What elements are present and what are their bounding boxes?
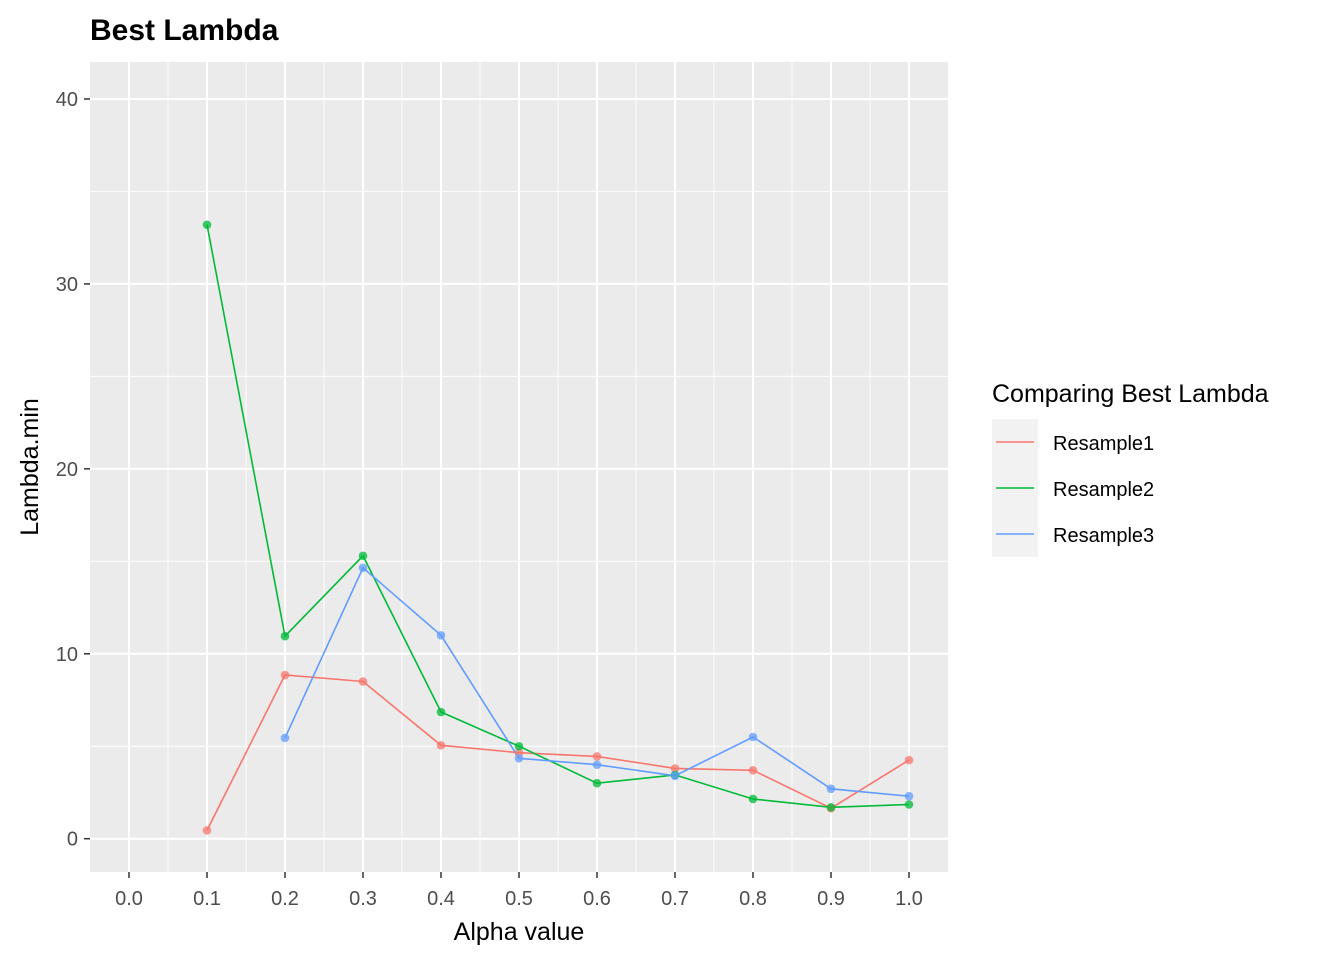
resample3-point [904, 791, 914, 801]
resample2-point [202, 220, 212, 230]
x-tick-label: 0.8 [739, 888, 767, 910]
resample2-line [206, 224, 910, 809]
legend-label-resample3: Resample3 [1053, 525, 1154, 547]
resample3-point [358, 563, 368, 573]
resample1-point [436, 741, 446, 750]
y-tick-label: 30 [56, 274, 78, 296]
resample3-point [436, 630, 446, 640]
x-tick-label: 1.0 [895, 888, 923, 910]
major-gridlines [90, 62, 948, 872]
resample3-point [514, 753, 524, 763]
resample3-point [826, 784, 836, 794]
resample1-line [206, 674, 910, 831]
resample2-point [436, 707, 446, 717]
resample2-point [592, 778, 602, 788]
x-tick-label: 0.7 [661, 888, 689, 910]
resample2-point [826, 802, 836, 812]
y-tick-label: 0 [67, 829, 78, 851]
x-tick-label: 0.4 [427, 888, 455, 910]
y-axis-title: Lambda.min [16, 398, 44, 536]
resample1-point [280, 670, 290, 680]
resample1-point [592, 752, 602, 761]
legend: Comparing Best Lambda Resample1 Resample2… [992, 380, 1269, 557]
y-tick-label: 10 [56, 644, 78, 666]
resample2-point [280, 631, 290, 641]
resample3-point [748, 732, 758, 742]
resample1-point [202, 826, 212, 835]
resample3-point [670, 771, 680, 781]
x-tick-label: 0.5 [505, 888, 533, 910]
resample1-point [358, 677, 368, 686]
y-tick-label: 20 [56, 459, 78, 481]
y-axis: 0 10 20 30 40 [56, 89, 90, 851]
resample3-point [592, 760, 602, 770]
x-tick-label: 0.9 [817, 888, 845, 910]
legend-label-resample1: Resample1 [1053, 433, 1154, 455]
resample2-point [748, 794, 758, 804]
legend-title: Comparing Best Lambda [992, 380, 1269, 408]
x-tick-label: 0.1 [193, 888, 221, 910]
x-axis: 0.0 0.1 0.2 0.3 0.4 0.5 0.6 0.7 0.8 0.9 1.0 [115, 872, 923, 910]
chart-title: Best Lambda [90, 14, 279, 47]
y-tick-label: 40 [56, 89, 78, 111]
legend-label-resample2: Resample2 [1053, 479, 1154, 501]
x-axis-title: Alpha value [454, 918, 585, 946]
resample3-point [280, 733, 290, 743]
resample2-point [904, 800, 914, 809]
x-tick-label: 0.6 [583, 888, 611, 910]
series-layer [202, 220, 914, 835]
x-tick-label: 0.2 [271, 888, 299, 910]
resample2-point [514, 741, 524, 751]
resample1-point [904, 755, 914, 765]
resample1-point [748, 765, 758, 775]
x-tick-label: 0.0 [115, 888, 143, 910]
x-tick-label: 0.3 [349, 888, 377, 910]
resample2-point [358, 551, 368, 561]
resample1-point [670, 764, 680, 773]
